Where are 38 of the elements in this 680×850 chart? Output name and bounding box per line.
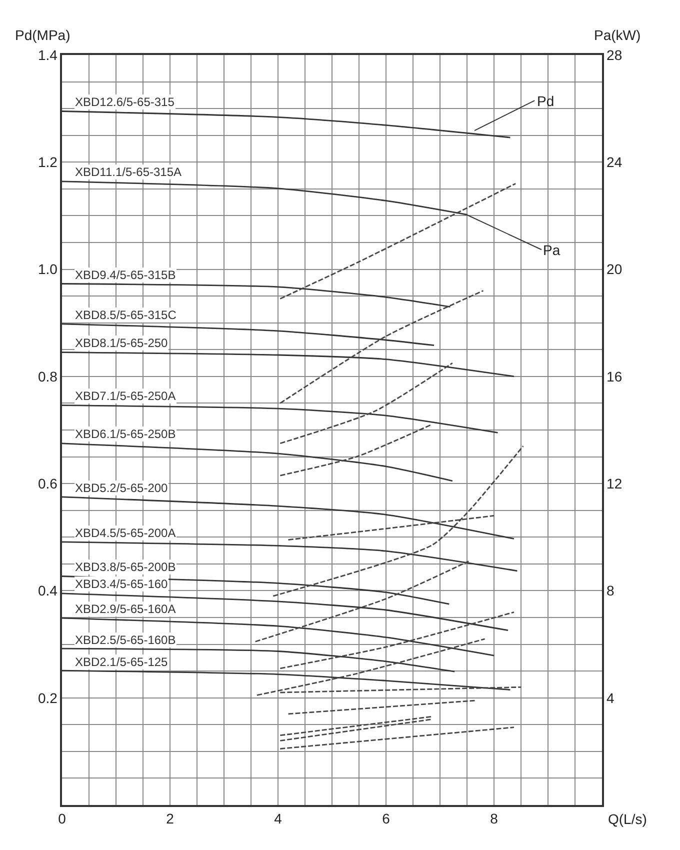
series-label: XBD2.9/5-65-160A xyxy=(75,602,176,616)
y2-tick-label: 12 xyxy=(606,475,622,492)
y2-tick-label: 20 xyxy=(606,261,622,278)
y-axis-title: Pd(MPa) xyxy=(15,27,70,43)
series-label: XBD8.1/5-65-250 xyxy=(75,336,168,350)
series-label: XBD5.2/5-65-200 xyxy=(75,481,168,495)
y2-tick-label: 28 xyxy=(606,46,622,63)
series-label: XBD7.1/5-65-250A xyxy=(75,389,176,403)
series-label: XBD8.5/5-65-315C xyxy=(75,308,177,322)
x-tick-label: 4 xyxy=(274,810,282,827)
annotation: Pd xyxy=(537,93,554,109)
x-tick-label: 8 xyxy=(490,810,498,827)
series-label: XBD6.1/5-65-250B xyxy=(75,427,176,441)
y2-tick-label: 16 xyxy=(606,368,622,384)
y2-axis-title: Pa(kW) xyxy=(594,27,641,43)
series-label: XBD3.8/5-65-200B xyxy=(75,560,176,574)
y-tick-label: 0.6 xyxy=(38,475,58,492)
series-label: XBD2.1/5-65-125 xyxy=(75,655,168,669)
series-label: XBD11.1/5-65-315A xyxy=(75,165,182,179)
y2-tick-label: 4 xyxy=(606,690,615,706)
y2-tick-label: 24 xyxy=(606,154,622,170)
y-tick-label: 0.2 xyxy=(38,690,58,706)
series-label: XBD12.6/5-65-315 xyxy=(75,95,175,109)
annotation: Pa xyxy=(543,242,560,258)
x-tick-label: 0 xyxy=(58,810,66,827)
series-label: XBD2.5/5-65-160B xyxy=(75,633,176,647)
x-tick-label: 2 xyxy=(166,810,174,827)
y2-tick-label: 8 xyxy=(606,582,615,599)
series-label: XBD9.4/5-65-315B xyxy=(75,268,176,282)
x-axis-title: Q(L/s) xyxy=(608,811,647,827)
y-tick-label: 1.0 xyxy=(38,261,58,278)
series-label: XBD4.5/5-65-200A xyxy=(75,526,176,540)
y-tick-label: 0.4 xyxy=(38,582,58,599)
series-label: XBD3.4/5-65-160 xyxy=(75,577,168,591)
y-tick-label: 0.8 xyxy=(38,368,58,384)
x-tick-label: 6 xyxy=(382,810,390,827)
y-tick-label: 1.2 xyxy=(38,154,58,170)
y-tick-label: 1.4 xyxy=(38,46,58,63)
